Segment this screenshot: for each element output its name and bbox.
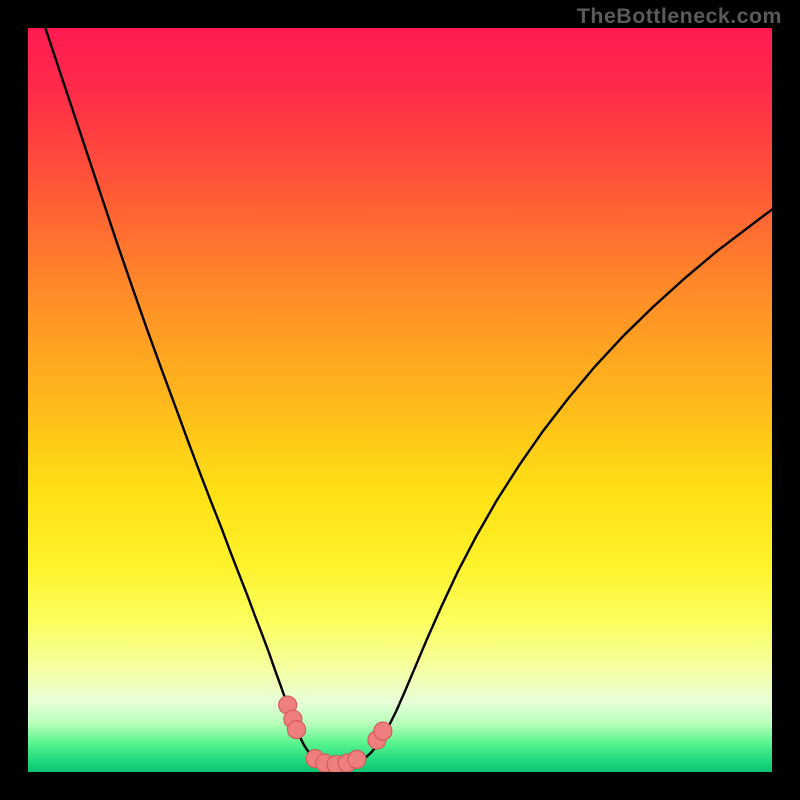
chart-frame: TheBottleneck.com bbox=[0, 0, 800, 800]
bottleneck-chart-svg bbox=[28, 28, 772, 772]
gradient-background bbox=[28, 28, 772, 772]
watermark-text: TheBottleneck.com bbox=[577, 4, 782, 29]
plot-area bbox=[28, 28, 772, 772]
